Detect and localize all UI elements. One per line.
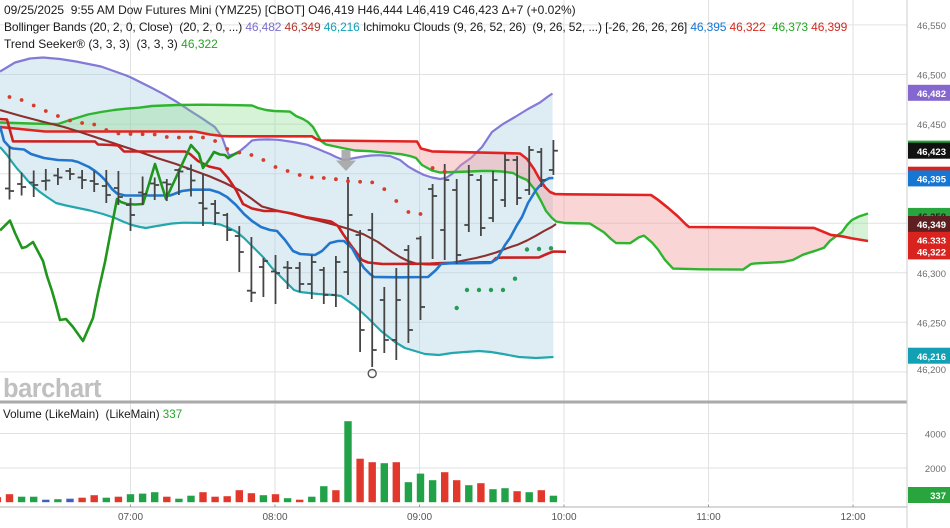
- svg-text:10:00: 10:00: [551, 512, 576, 523]
- svg-text:46,395: 46,395: [917, 175, 947, 186]
- svg-text:08:00: 08:00: [262, 512, 287, 523]
- svg-text:11:00: 11:00: [696, 512, 721, 523]
- svg-text:46,333: 46,333: [917, 236, 946, 247]
- svg-text:Volume (LikeMain) (LikeMain): Volume (LikeMain) (LikeMain) 337: [3, 408, 182, 421]
- svg-text:46,500: 46,500: [917, 71, 946, 82]
- svg-text:46,216: 46,216: [917, 352, 946, 363]
- svg-text:46,423: 46,423: [917, 147, 946, 158]
- svg-text:Trend Seeker® (3, 3, 3) (3, 3: Trend Seeker® (3, 3, 3) (3, 3, 3) 46,322: [4, 37, 218, 51]
- svg-text:12:00: 12:00: [840, 512, 865, 523]
- svg-text:46,450: 46,450: [917, 120, 946, 131]
- svg-text:337: 337: [930, 491, 946, 502]
- svg-text:09:00: 09:00: [407, 512, 432, 523]
- svg-text:4000: 4000: [925, 430, 946, 441]
- svg-text:46,349: 46,349: [917, 220, 946, 231]
- svg-text:barchart: barchart: [3, 375, 102, 403]
- svg-text:09/25/2025 9:55 AM Dow Future: 09/25/2025 9:55 AM Dow Futures Mini (YMZ…: [4, 3, 576, 17]
- svg-text:Bollinger Bands (20, 2, 0, Clo: Bollinger Bands (20, 2, 0, Close) (20, 2…: [4, 20, 848, 34]
- svg-text:46,482: 46,482: [917, 89, 946, 100]
- svg-text:07:00: 07:00: [118, 512, 143, 523]
- svg-text:46,550: 46,550: [917, 21, 946, 32]
- svg-text:46,322: 46,322: [917, 248, 946, 259]
- svg-text:46,250: 46,250: [917, 318, 946, 329]
- svg-text:46,200: 46,200: [917, 365, 946, 376]
- svg-text:2000: 2000: [925, 464, 946, 475]
- svg-text:46,300: 46,300: [917, 269, 946, 280]
